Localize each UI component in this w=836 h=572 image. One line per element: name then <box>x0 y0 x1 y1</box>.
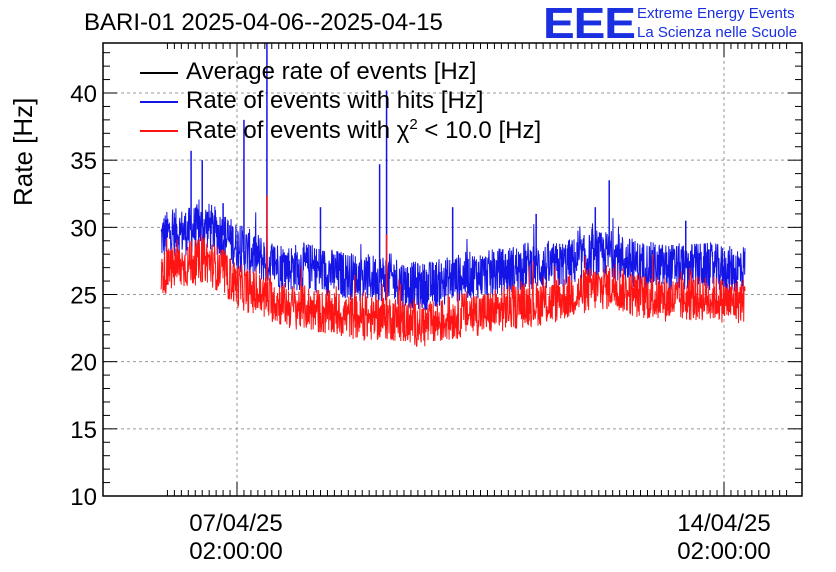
eee-logo: EEE <box>543 0 636 48</box>
y-axis-label: Rate [Hz] <box>8 97 38 206</box>
logo-line-2: La Scienza nelle Scuole <box>637 24 798 41</box>
logo-line-1: Extreme Energy Events <box>637 5 795 22</box>
legend-label-average: Average rate of events [Hz] <box>186 58 477 85</box>
y-tick-label: 25 <box>70 283 97 310</box>
y-tick-label: 15 <box>70 417 97 444</box>
series-chi2-line <box>160 234 746 347</box>
legend-swatch-chi2 <box>140 130 178 132</box>
legend-label-hits: Rate of events with hits [Hz] <box>186 87 484 114</box>
x-tick-label-1-time: 02:00:00 <box>677 538 771 565</box>
y-tick-label: 40 <box>70 81 97 108</box>
legend-swatch-average <box>140 72 178 74</box>
tick-layer: 10 15 20 25 30 35 40 <box>70 43 802 511</box>
legend-swatch-hits <box>140 101 178 103</box>
y-tick-label: 20 <box>70 350 97 377</box>
x-tick-label-0: 07/04/25 02:00:00 <box>166 510 306 566</box>
x-tick-label-0-date: 07/04/25 <box>189 510 283 537</box>
legend-label-chi2: Rate of events with χ2 < 10.0 [Hz] <box>186 116 542 144</box>
y-tick-label: 10 <box>70 484 97 511</box>
x-tick-label-1-date: 14/04/25 <box>677 510 771 537</box>
y-tick-label: 30 <box>70 215 97 242</box>
y-tick-label: 35 <box>70 148 97 175</box>
series-layer <box>160 43 746 347</box>
chart-title: BARI-01 2025-04-06--2025-04-15 <box>84 9 443 36</box>
logo-text: Extreme Energy Events La Scienza nelle S… <box>637 4 797 42</box>
x-tick-label-1: 14/04/25 02:00:00 <box>654 510 794 566</box>
x-tick-label-0-time: 02:00:00 <box>189 538 283 565</box>
